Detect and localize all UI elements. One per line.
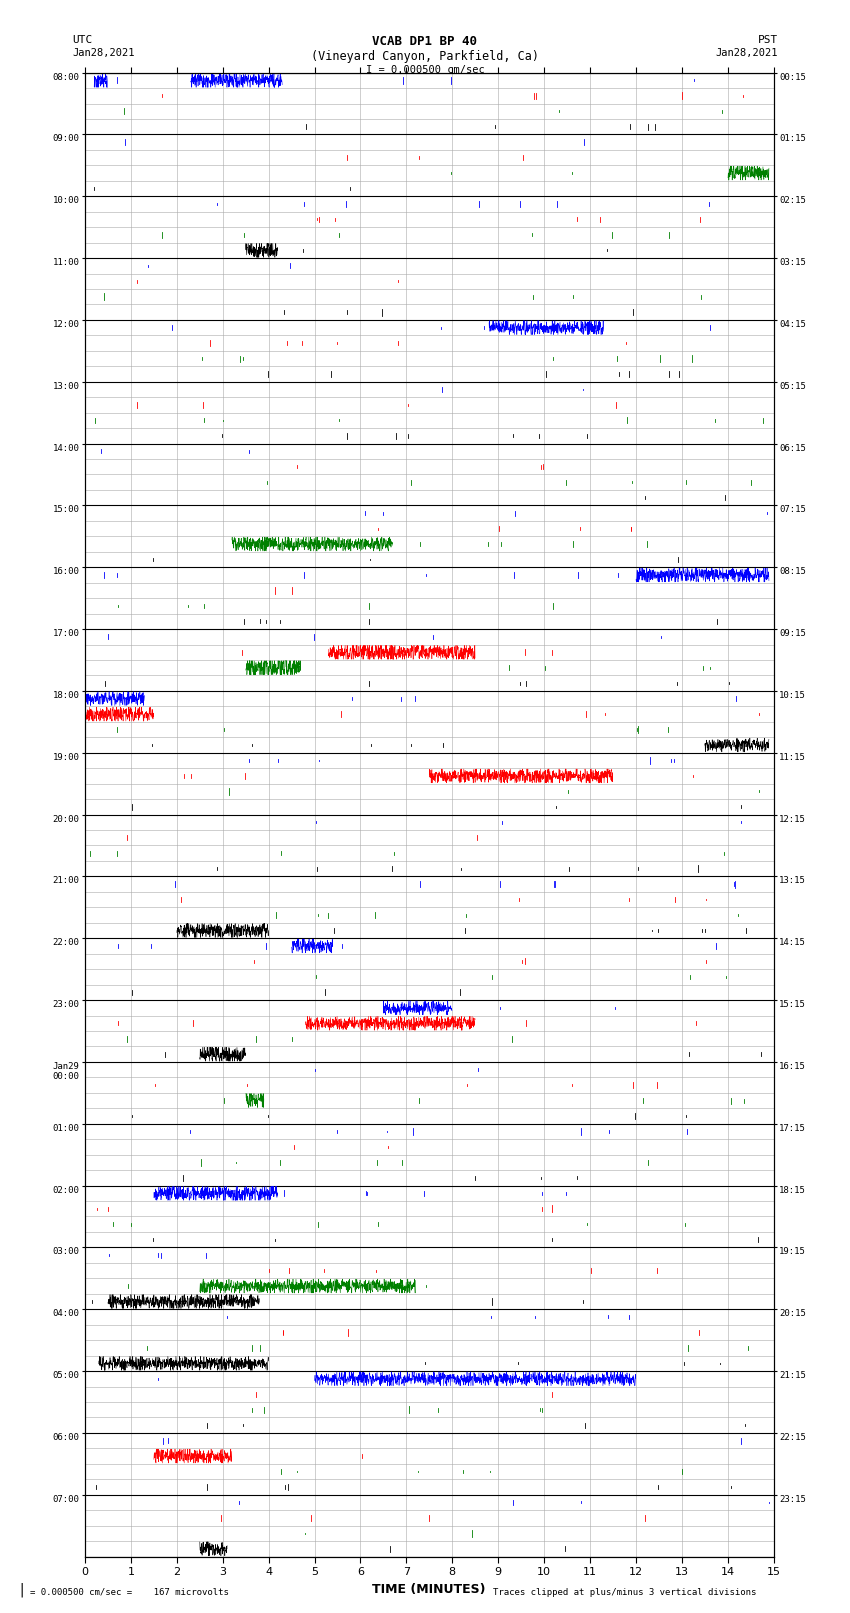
Text: Jan28,2021: Jan28,2021 (715, 48, 778, 58)
Text: |: | (17, 1582, 26, 1597)
Text: Traces clipped at plus/minus 3 vertical divisions: Traces clipped at plus/minus 3 vertical … (493, 1587, 756, 1597)
X-axis label: TIME (MINUTES): TIME (MINUTES) (372, 1582, 486, 1595)
Text: UTC: UTC (72, 35, 93, 45)
Text: I = 0.000500 cm/sec: I = 0.000500 cm/sec (366, 65, 484, 74)
Text: PST: PST (757, 35, 778, 45)
Text: = 0.000500 cm/sec =    167 microvolts: = 0.000500 cm/sec = 167 microvolts (30, 1587, 229, 1597)
Text: (Vineyard Canyon, Parkfield, Ca): (Vineyard Canyon, Parkfield, Ca) (311, 50, 539, 63)
Text: VCAB DP1 BP 40: VCAB DP1 BP 40 (372, 35, 478, 48)
Text: Jan28,2021: Jan28,2021 (72, 48, 135, 58)
